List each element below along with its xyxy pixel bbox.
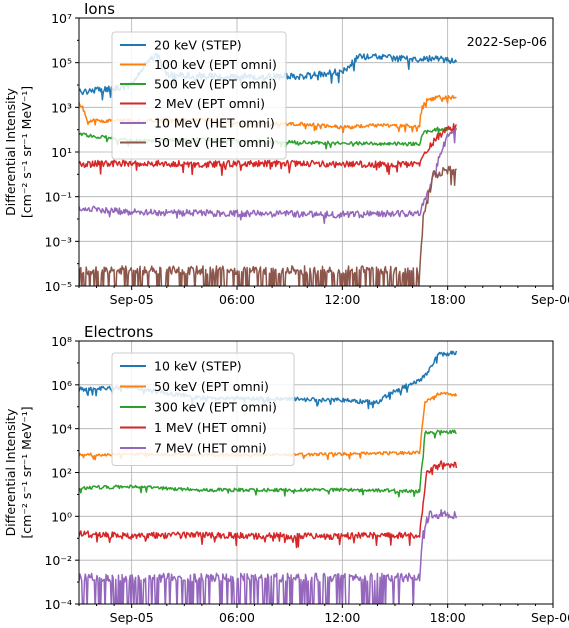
x-tick-label: Sep-05	[110, 292, 154, 307]
legend-label-50-mev-het-omni: 50 MeV (HET omni)	[154, 135, 275, 150]
panel-title: Electrons	[84, 323, 154, 341]
y-tick-label: 10⁴	[51, 422, 72, 437]
y-tick-label: 10⁻¹	[44, 190, 72, 205]
legend-label-500-kev-ept-omni: 500 keV (EPT omni)	[154, 77, 277, 92]
legend-label-7-mev-het-omni: 7 MeV (HET omni)	[154, 441, 267, 456]
y-tick-label: 10¹	[51, 145, 72, 160]
series-line-7-mev-het-omni	[79, 509, 458, 604]
x-tick-label: 12:00	[324, 292, 360, 307]
y-axis-unit-label: [cm⁻² s⁻¹ sr⁻¹ MeV⁻¹]	[19, 406, 34, 538]
y-tick-label: 10⁶	[51, 378, 72, 393]
panel-title: Ions	[84, 0, 115, 18]
x-tick-label: 18:00	[430, 610, 466, 625]
series-line-2-mev-ept-omni	[79, 123, 458, 176]
legend-label-10-kev-step: 10 keV (STEP)	[154, 359, 242, 374]
legend-label-300-kev-ept-omni: 300 keV (EPT omni)	[154, 400, 277, 415]
date-annotation: 2022-Sep-06	[467, 34, 547, 49]
legend-label-2-mev-ept-omni: 2 MeV (EPT omni)	[154, 96, 265, 111]
legend: 10 keV (STEP) 50 keV (EPT omni) 300 keV (E…	[111, 352, 295, 466]
x-tick-label: 12:00	[324, 610, 360, 625]
y-tick-label: 10⁻³	[44, 234, 72, 249]
y-tick-label: 10⁻²	[44, 553, 72, 568]
legend-box	[111, 31, 287, 160]
y-tick-label: 10⁸	[51, 334, 72, 349]
legend-box	[111, 352, 295, 466]
legend-label-50-kev-ept-omni: 50 keV (EPT omni)	[154, 379, 269, 394]
legend-label-10-mev-het-omni: 10 MeV (HET omni)	[154, 116, 275, 131]
electrons-panel: Sep-05 06:00 12:00 18:00 Sep-06 10⁻⁴ 10⁻² 10⁰ 10…	[3, 323, 569, 625]
x-tick-label: Sep-05	[110, 610, 154, 625]
x-tick-label: 06:00	[219, 610, 255, 625]
legend-label-100-kev-ept-omni: 100 keV (EPT omni)	[154, 57, 277, 72]
y-tick-label: 10²	[51, 466, 72, 481]
series-line-300-kev-ept-omni	[79, 429, 457, 498]
x-tick-label: 18:00	[430, 292, 466, 307]
y-axis-label: Differential Intensity	[3, 408, 18, 536]
x-tick-label: Sep-06	[531, 610, 569, 625]
ions-panel: Sep-05 06:00 12:00 18:00 Sep-06 10⁻⁵ 10⁻³ 10⁻¹ 1…	[3, 0, 569, 307]
y-tick-label: 10⁻⁴	[44, 597, 72, 612]
x-tick-label: Sep-06	[531, 292, 569, 307]
x-tick-label: 06:00	[219, 292, 255, 307]
y-tick-label: 10⁰	[51, 509, 72, 524]
legend: 20 keV (STEP) 100 keV (EPT omni) 500 keV (…	[111, 31, 287, 160]
legend-label-1-mev-het-omni: 1 MeV (HET omni)	[154, 420, 267, 435]
y-axis-label: Differential Intensity	[3, 88, 18, 216]
y-tick-label: 10³	[51, 100, 72, 115]
series-line-1-mev-het-omni	[79, 460, 458, 549]
legend-label-20-kev-step: 20 keV (STEP)	[154, 38, 242, 53]
y-tick-label: 10⁷	[51, 11, 72, 26]
y-tick-label: 10⁵	[51, 56, 72, 71]
y-axis-unit-label: [cm⁻² s⁻¹ sr⁻¹ MeV⁻¹]	[19, 86, 34, 218]
y-tick-label: 10⁻⁵	[44, 279, 72, 294]
series-line-10-mev-het-omni	[79, 127, 458, 225]
series-line-50-mev-het-omni	[79, 165, 457, 286]
